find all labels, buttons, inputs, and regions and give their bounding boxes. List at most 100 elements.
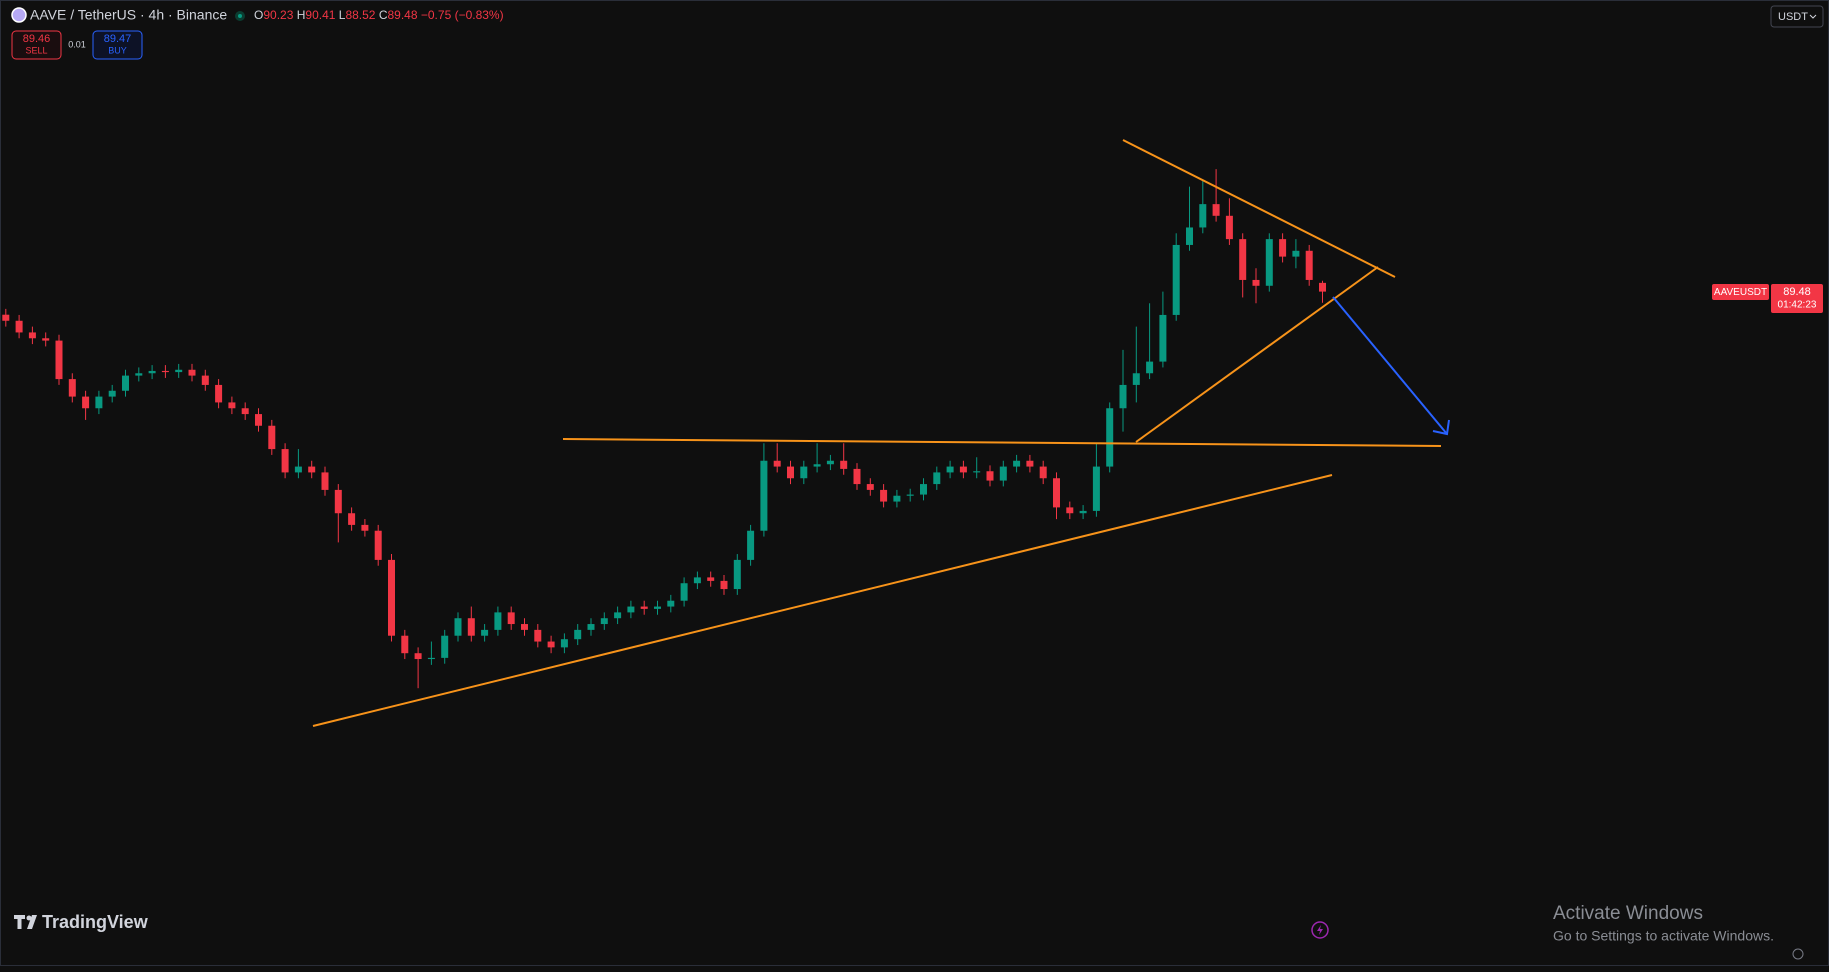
lightning-button[interactable] [1311,921,1329,939]
candle-body [680,583,688,601]
candle-body [507,612,515,625]
candle-body [1066,507,1074,514]
status-dot-inner [238,14,242,18]
candle-body [973,471,981,473]
arrow [1332,296,1450,436]
candle-body [1079,510,1087,514]
candle-body [494,612,502,630]
candle-body [1199,204,1207,228]
candle-body [614,612,622,619]
trend-line [562,438,1442,447]
brand-mark [26,915,32,921]
ohlc-label: O [254,8,263,22]
candle-body [880,489,888,502]
candles [2,169,1326,689]
change: −0.75 (−0.83%) [421,8,504,22]
spread: 0.01 [68,39,86,49]
candle-body [1279,239,1287,257]
drawings [312,139,1442,727]
candle-body [201,375,209,385]
symbol-title[interactable]: AAVE / TetherUS · 4h · Binance [30,7,227,23]
watermark-title: Activate Windows [1553,903,1703,924]
buy-button[interactable] [92,30,143,60]
candle-body [1013,460,1021,467]
candle-body [281,449,289,473]
candle-body [627,606,635,613]
symbol-tag [1712,284,1769,300]
candle-body [667,600,675,607]
ohlc-value: 90.23 [263,8,293,22]
candle-body [1292,250,1300,257]
candle-body [866,484,874,490]
candle-body [68,379,76,397]
settings-icon[interactable] [1792,948,1804,960]
candle-body [986,471,994,481]
candle-body [1132,373,1140,385]
candle-body [427,657,435,660]
candle-body [560,639,568,648]
candle-body [161,370,169,373]
dropdown-caret [1809,14,1817,19]
candle-body [587,624,595,630]
candle-body [28,332,36,339]
candle-body [1146,361,1154,374]
candle-body [787,466,794,479]
candle-body [574,629,582,640]
candle-body [454,618,462,636]
candle-body [720,580,728,590]
candle-body [241,408,249,415]
candle-body [122,375,129,391]
price-tag [1771,284,1823,313]
candle-body [255,414,262,426]
sell-button[interactable] [11,30,62,60]
candle-body [534,629,542,642]
candle-body [82,396,90,409]
candle-body [1225,215,1233,240]
candle-body [920,484,927,495]
brand-name: TradingView [42,912,149,932]
symbol-logo [11,7,27,23]
candle-body [481,629,489,636]
candle-body [308,466,316,473]
candle-body [654,606,661,609]
candle-body [374,530,382,560]
candle-body [640,606,648,609]
candle-body [268,425,276,450]
candle-body [1172,244,1180,315]
trend-line [1122,139,1396,278]
candle-body [55,340,63,380]
candle-body [1265,239,1273,286]
brand-mark [27,915,37,929]
candle-body [1186,227,1193,245]
last-price: 89.48 [1783,286,1811,298]
currency-select[interactable] [1770,5,1824,28]
candle-body [1119,384,1127,409]
candle-body [1305,250,1313,280]
candle-body [733,559,741,590]
candle-body [1092,466,1100,511]
candle-body [946,466,954,473]
candle-body [148,370,156,374]
candle-body [42,338,50,341]
brand-mark [14,915,25,929]
ohlc-value: 89.48 [388,8,418,22]
trend-line [312,474,1333,727]
candle-body [959,466,967,473]
candle-body [348,513,356,525]
candle-body [747,530,755,560]
candle-body [215,384,223,403]
candle-body [1252,279,1260,286]
arrow-line [1332,296,1448,435]
candle-body [693,577,701,584]
lightning-icon [1317,925,1323,935]
candle-body [1106,408,1114,467]
sell-price: 89.46 [23,33,51,45]
brand-logo [14,915,37,929]
candle-body [441,635,449,658]
ohlc-label: H [297,8,306,22]
candle-body [893,495,901,502]
candle-body [1053,478,1060,508]
candle-body [521,624,528,630]
buy-price: 89.47 [104,33,132,45]
